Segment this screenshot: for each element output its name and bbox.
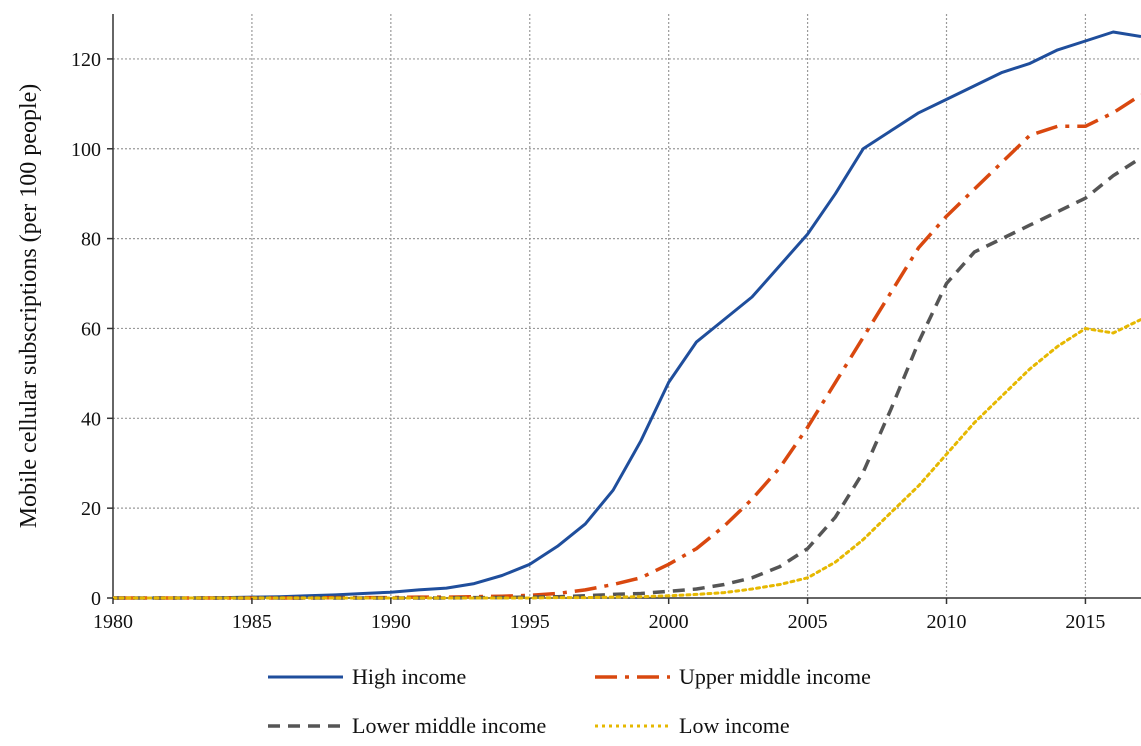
x-tick-label: 2000 [649, 611, 689, 633]
y-axis-label: Mobile cellular subscriptions (per 100 p… [16, 84, 42, 529]
y-tick-label: 40 [81, 408, 101, 430]
gridlines [113, 14, 1141, 598]
tick-labels: 0 20 40 60 80 100 120 1980 1985 1990 1995 2000 2005 2… [71, 49, 1105, 633]
axes [112, 14, 1141, 599]
series-line-low-income [113, 318, 1141, 600]
y-tick-label: 80 [81, 229, 101, 251]
series-line-upper-middle-income [113, 93, 1141, 600]
y-tick-label: 60 [81, 318, 101, 340]
x-tick-label: 1990 [371, 611, 411, 633]
y-tick-label: 120 [71, 49, 101, 71]
x-tick-label: 1995 [510, 611, 550, 633]
legend-label: Lower middle income [352, 713, 546, 738]
x-tick-label: 2010 [927, 611, 967, 633]
legend-label: Upper middle income [679, 664, 871, 689]
y-tick-label: 100 [71, 139, 101, 161]
series-line-lower-middle-income [113, 156, 1141, 600]
legend-label: High income [352, 664, 466, 689]
legend-label: Low income [679, 713, 790, 738]
series-lines [113, 30, 1141, 600]
y-tick-label: 20 [81, 498, 101, 520]
x-tick-label: 1980 [93, 611, 133, 633]
x-tick-label: 2015 [1065, 611, 1105, 633]
x-tick-label: 1985 [232, 611, 272, 633]
y-tick-label: 0 [91, 588, 101, 610]
legend: High income Upper middle income Lower midd… [268, 664, 871, 738]
x-tick-label: 2005 [788, 611, 828, 633]
series-line-high-income [113, 30, 1141, 600]
